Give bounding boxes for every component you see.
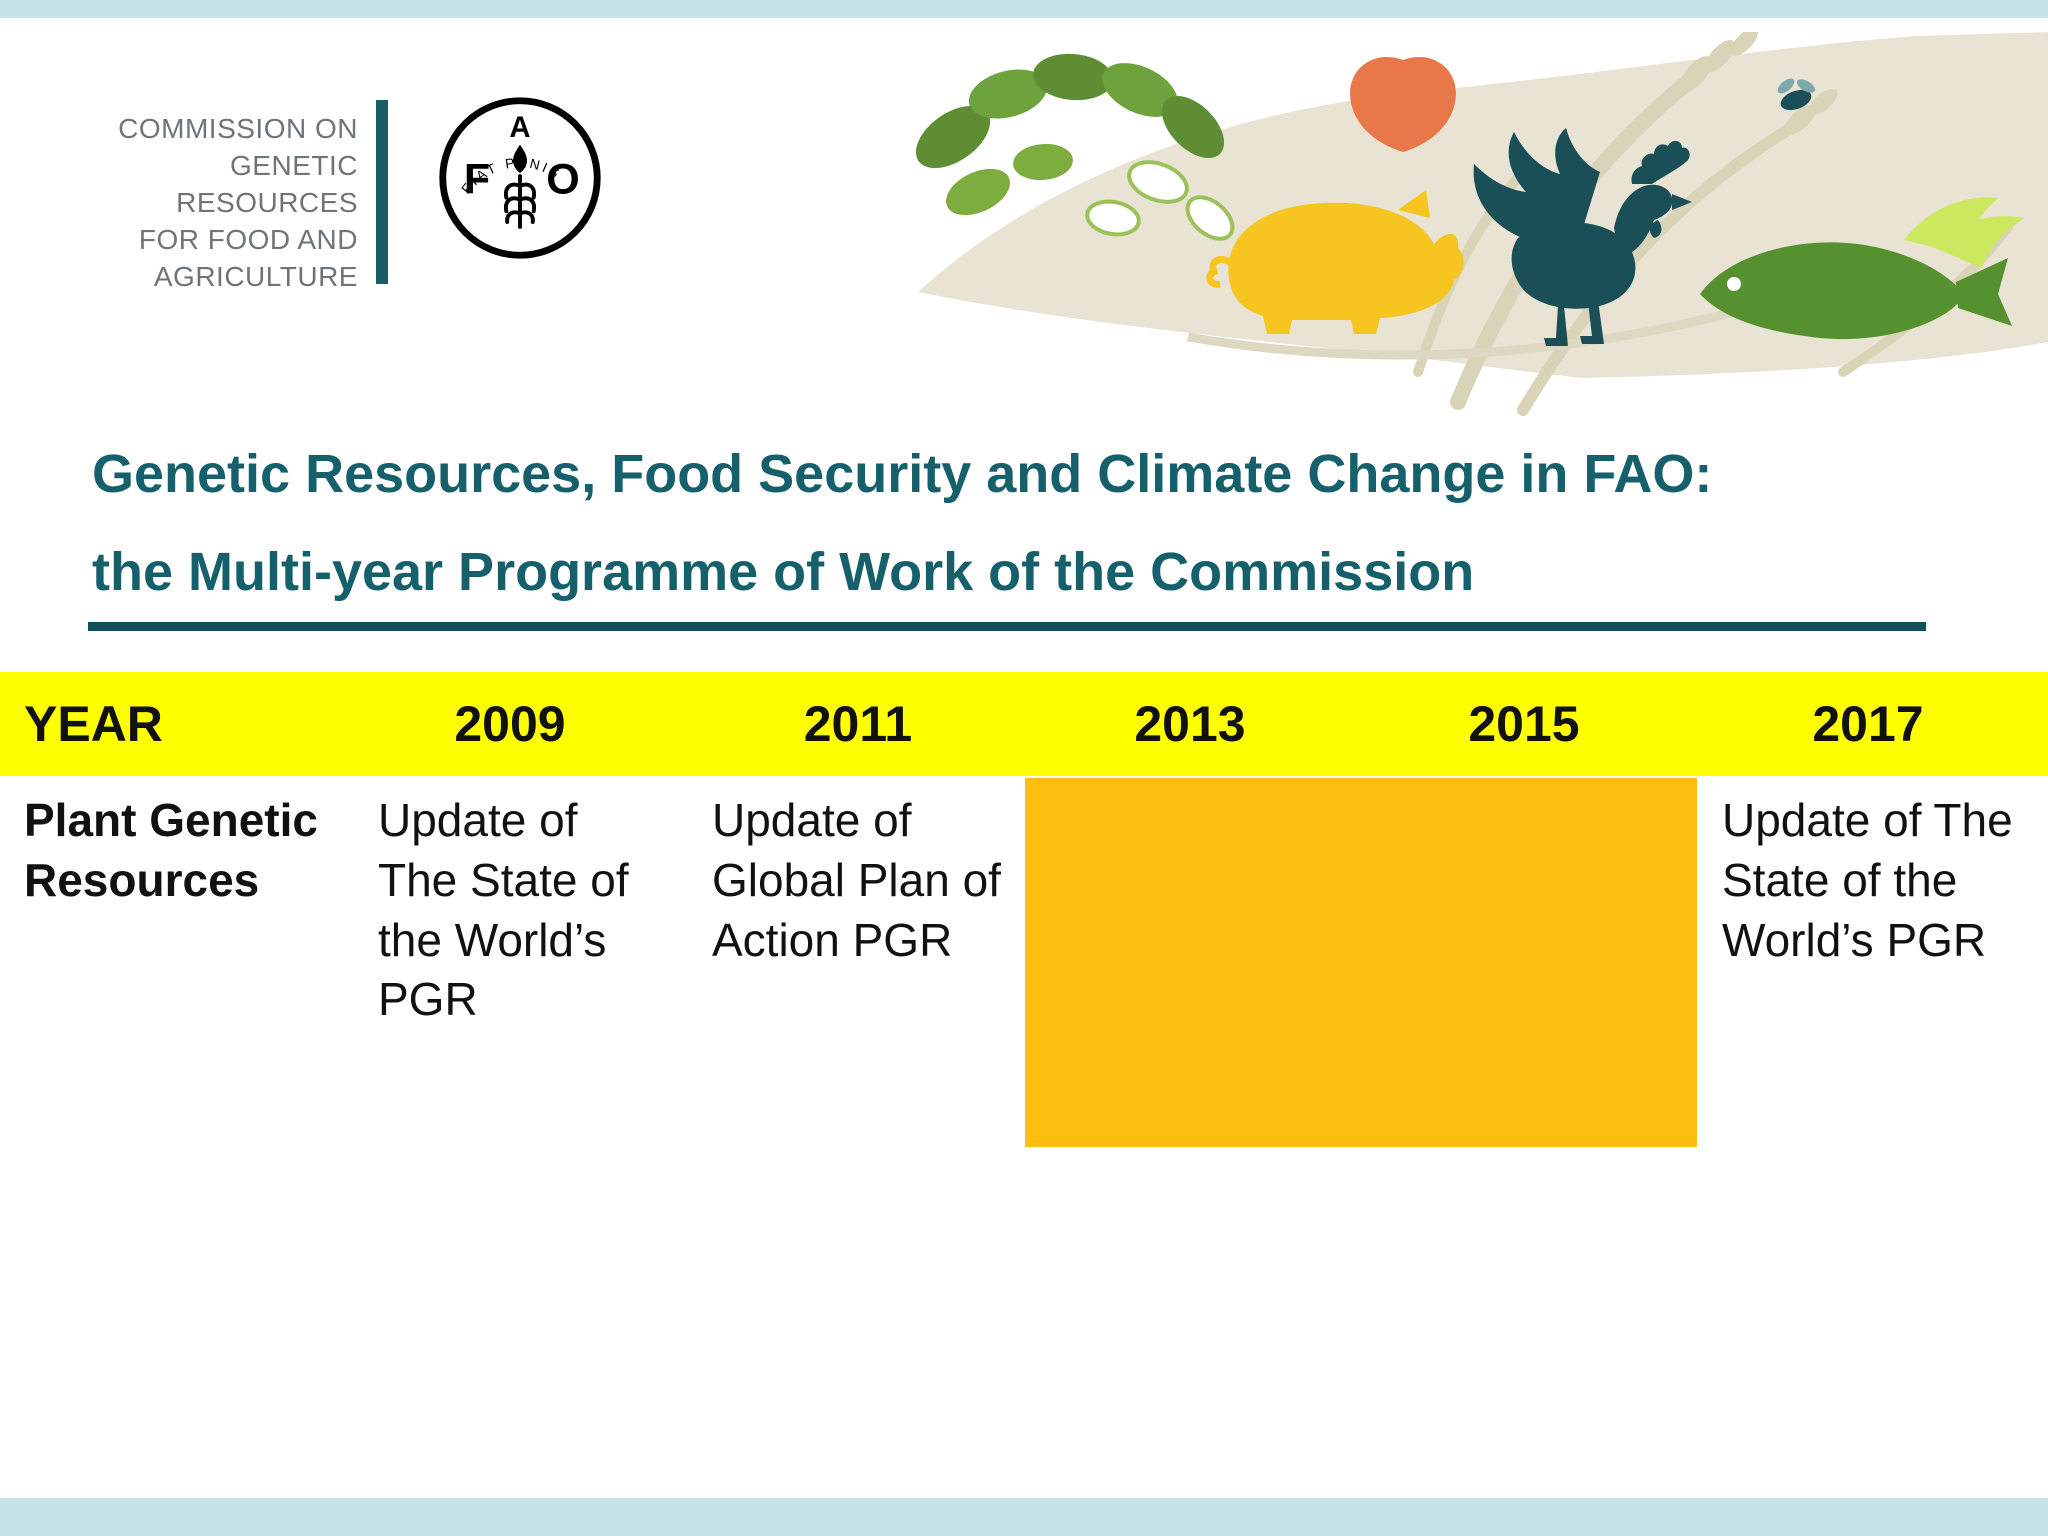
fao-logo-icon: F O A FIAT PANIS [439,97,601,259]
cell-2011: Update of Global Plan of Action PGR [712,794,1001,966]
year-header-label: YEAR [24,696,163,752]
table-header-row: YEAR 2009 2011 2013 2015 2017 [0,672,2048,776]
year-header-2015: 2015 [1468,696,1580,752]
year-header-2013: 2013 [1134,696,1246,752]
header-divider-bar [376,100,388,284]
row-label: Plant Genetic Resources [24,794,318,906]
logo-letter-a: A [509,111,530,144]
bottom-strip [0,1498,2048,1536]
bee-icon [1777,78,1816,111]
org-name-line: FOR FOOD AND [138,224,358,255]
logo-letter-o: O [546,156,579,204]
logo-wheat-icon [503,174,537,229]
pig-icon [1206,190,1464,334]
fish-icon [1700,197,2024,340]
slide-title-line1: Genetic Resources, Food Security and Cli… [92,444,1713,504]
slide-title-line2: the Multi-year Programme of Work of the … [92,542,1475,602]
org-name: COMMISSION ON GENETIC RESOURCES FOR FOOD… [40,110,358,295]
rooster-icon [1473,128,1692,346]
org-name-line: GENETIC RESOURCES [176,150,358,218]
slide-title: Genetic Resources, Food Security and Cli… [92,425,1992,621]
beans-icon [915,53,1235,241]
org-name-line: COMMISSION ON [118,113,358,144]
strawberry-icon [1350,57,1456,152]
org-name-line: AGRICULTURE [153,261,358,292]
title-underline [88,622,1926,631]
table-row-plant-genetic-resources: Plant Genetic Resources Update of The St… [0,777,2048,1197]
header-banner: COMMISSION ON GENETIC RESOURCES FOR FOOD… [0,18,2048,422]
year-header-2011: 2011 [803,696,913,752]
cell-2009: Update of The State of the World’s PGR [378,794,629,1026]
highlight-block-2013-2015 [1025,778,1697,1147]
year-header-2009: 2009 [454,696,566,752]
header-illustration [858,32,2048,422]
stem-swoosh [1187,299,1765,360]
grain-droplet-icon [512,144,528,174]
top-strip [0,0,2048,18]
wheat-ear-icon [1679,32,1838,135]
logo-letter-f: F [464,156,490,204]
year-header-2017: 2017 [1812,696,1924,752]
cell-2017: Update of The State of the World’s PGR [1722,794,2013,966]
white-wave [858,332,2048,422]
